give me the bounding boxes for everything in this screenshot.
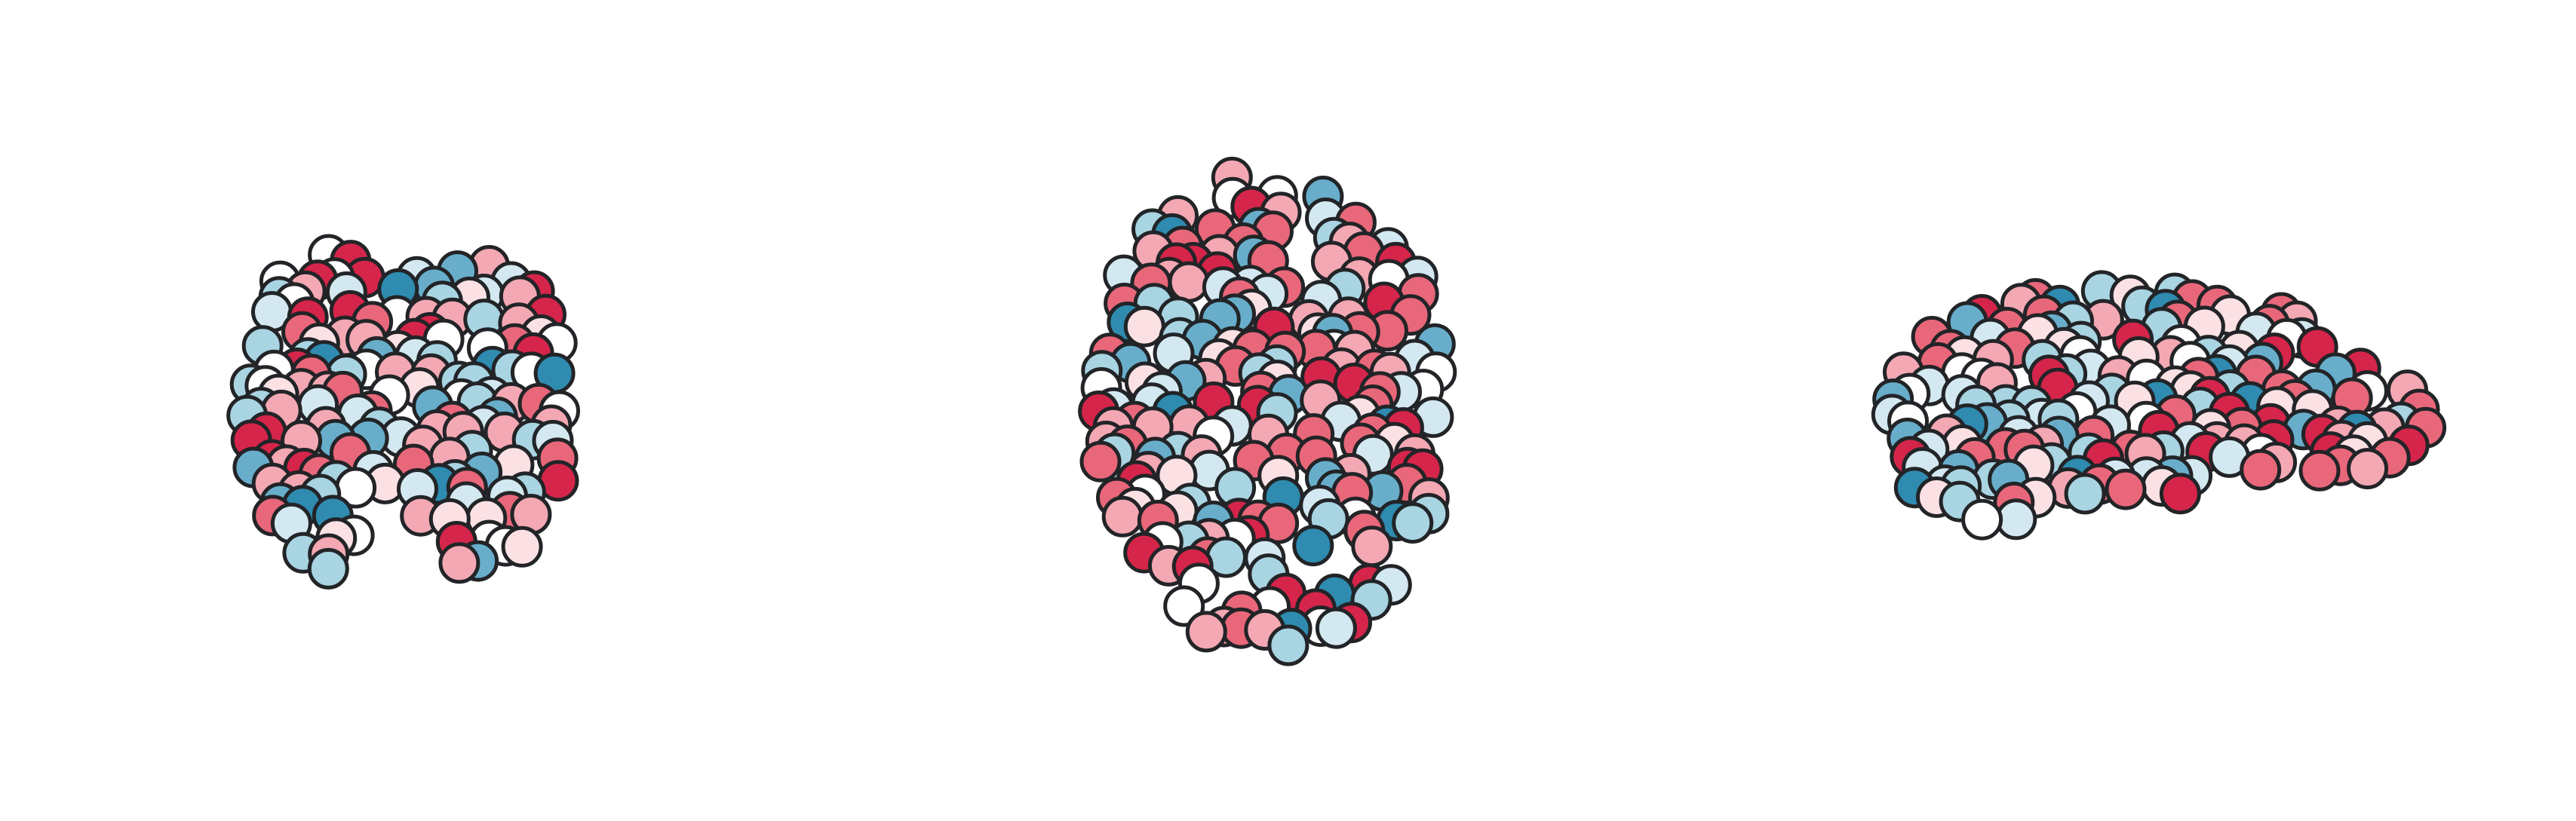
sagittal-view-node [2105,468,2147,510]
axial-view-node [1185,611,1227,653]
axial-view-node [1351,525,1393,568]
axial-view-node [1123,305,1165,348]
axial-view-node [1267,624,1309,666]
coronal-view [226,234,580,590]
sagittal-view-node [2240,449,2282,491]
coronal-view-node [501,525,543,568]
axial-view-node [1292,525,1334,567]
sagittal-view-node [2298,449,2341,492]
sagittal-view-node [2064,473,2106,515]
axial-view-node [1079,440,1122,482]
coronal-view-node [307,547,349,590]
sagittal-view-node [2159,473,2201,515]
sagittal-view-node [2347,448,2389,490]
sagittal-view-node [1995,498,2037,541]
coronal-view-node [438,542,481,584]
axial-view-node [1392,502,1434,544]
axial-view-node [1101,495,1144,538]
axial-view-node [1315,607,1357,649]
sagittal-view-node [1961,498,2003,541]
sagittal-view [1871,270,2447,541]
axial-view-node [1168,261,1210,303]
axial-view [1078,156,1457,666]
